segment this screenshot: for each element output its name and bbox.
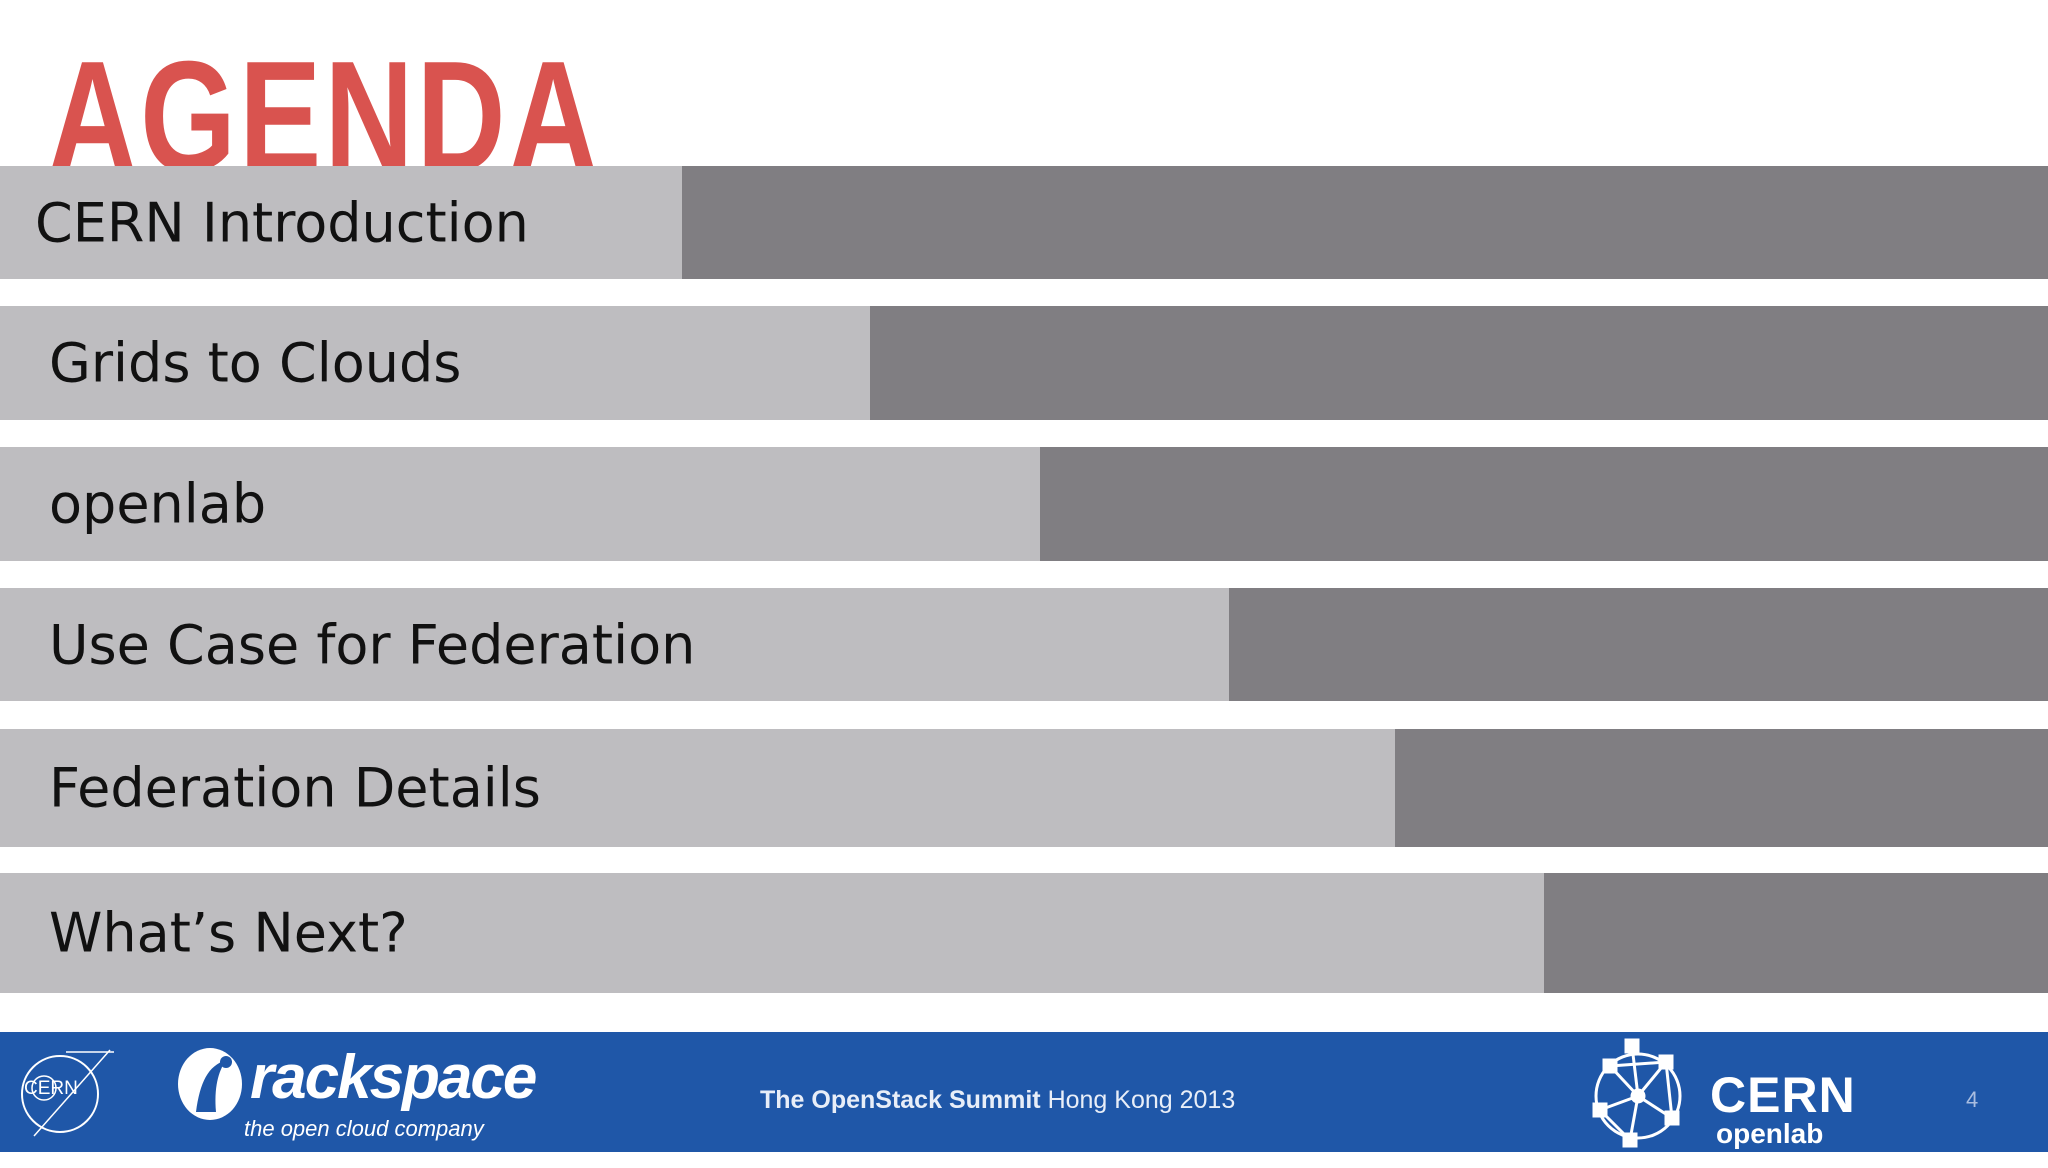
agenda-row-use-case-for-federation: Use Case for Federation [0, 588, 2048, 701]
event-name: The OpenStack Summit [760, 1086, 1041, 1114]
rackspace-logo: rackspace the open cloud company [172, 1040, 537, 1150]
cern-logo: CERN [14, 1044, 116, 1144]
slide-title: AGENDA [48, 38, 601, 166]
agenda-progress-fill [0, 306, 871, 420]
agenda-progress-fill [0, 166, 682, 279]
rackspace-mark-icon [178, 1048, 242, 1120]
agenda-progress-fill [0, 729, 1395, 847]
cern-openlab-logo: CERN openlab [1570, 1032, 1870, 1152]
agenda-item-label: Grids to Clouds [49, 331, 462, 395]
event-location: Hong Kong 2013 [1040, 1086, 1236, 1114]
cern-ring-icon [21, 1049, 114, 1137]
agenda-row-grids-to-clouds: Grids to Clouds [0, 306, 2048, 420]
agenda-item-label: Use Case for Federation [49, 613, 696, 676]
agenda-item-label: openlab [49, 472, 267, 536]
agenda-row-federation-details: Federation Details [0, 729, 2048, 847]
agenda-row-openlab: openlab [0, 447, 2048, 561]
agenda-progress-fill [0, 588, 1229, 701]
rackspace-wordmark: rackspace [250, 1043, 537, 1112]
agenda-row-cern-introduction: CERN Introduction [0, 166, 2048, 279]
openlab-cern-text: CERN [1710, 1067, 1856, 1123]
openlab-text: openlab [1716, 1118, 1824, 1149]
page-number: 4 [1966, 1087, 1979, 1112]
agenda-item-label: Federation Details [49, 756, 541, 820]
rackspace-tagline: the open cloud company [244, 1116, 484, 1141]
openlab-network-icon [1592, 1038, 1682, 1148]
cern-logo-text: CERN [24, 1078, 78, 1099]
agenda-row-whats-next: What’s Next? [0, 873, 2048, 993]
agenda-progress-fill [0, 447, 1041, 561]
agenda-item-label: What’s Next? [49, 901, 408, 965]
agenda-progress-fill [0, 873, 1545, 993]
agenda-item-label: CERN Introduction [35, 191, 529, 254]
footer-bar: CERN rackspace the open cloud company Th… [0, 1032, 2048, 1152]
event-caption: The OpenStack Summit Hong Kong 2013 [760, 1032, 1235, 1152]
